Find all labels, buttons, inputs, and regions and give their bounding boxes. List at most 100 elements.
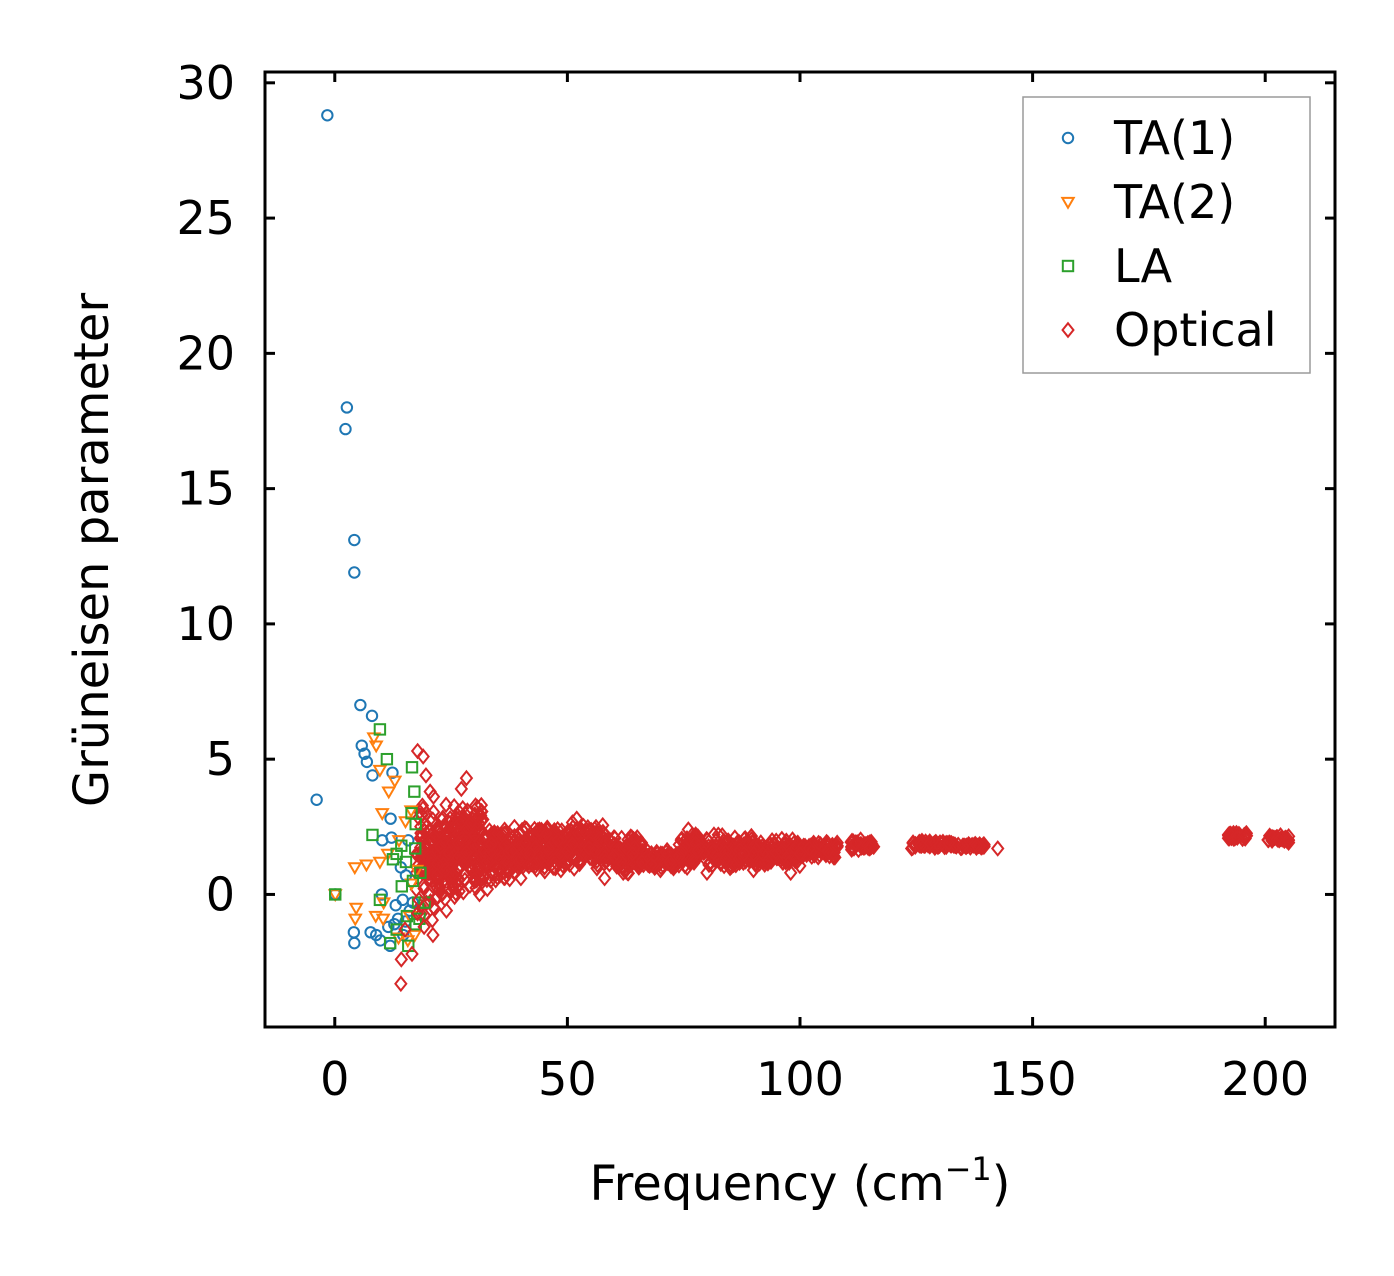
optical-point — [709, 831, 724, 849]
optical-point — [607, 848, 621, 865]
optical-point — [819, 833, 834, 851]
ta-1-point — [385, 831, 398, 844]
optical-point — [480, 880, 495, 898]
x-tick-label: 200 — [1221, 1052, 1309, 1106]
ta-1-point — [354, 698, 367, 712]
optical-point — [672, 848, 686, 865]
optical-point — [674, 844, 688, 861]
x-tick-label: 100 — [756, 1052, 844, 1106]
optical-point — [771, 846, 786, 864]
optical-point — [467, 826, 482, 844]
legend-marker — [1061, 131, 1075, 145]
optical-point — [537, 858, 552, 876]
optical-point — [425, 911, 440, 929]
ta-2-point — [381, 786, 397, 800]
axis-ticks: 0 50 100 150 200 0 5 10 15 20 25 30 — [176, 56, 1335, 1106]
optical-point — [700, 864, 714, 882]
optical-point — [474, 796, 489, 814]
y-tick-label: 15 — [176, 462, 235, 516]
y-tick-label: 20 — [176, 326, 235, 380]
optical-point — [1281, 831, 1296, 849]
y-tick-label: 25 — [176, 191, 235, 245]
ta-1-point — [389, 899, 402, 912]
ta-2-point — [368, 740, 384, 754]
optical-point — [551, 831, 565, 849]
optical-point — [782, 835, 796, 853]
optical-point — [432, 822, 447, 840]
optical-point — [635, 853, 649, 871]
optical-point — [439, 796, 453, 814]
la-point — [399, 855, 413, 869]
optical-point — [956, 837, 970, 855]
optical-point — [419, 767, 433, 784]
x-axis-label-main: Frequency (cm — [589, 1156, 944, 1212]
la-point — [395, 880, 408, 893]
optical-point — [737, 845, 751, 863]
legend-entries: TA(1) TA(2) LA Optical — [1060, 111, 1276, 357]
optical-point — [849, 834, 863, 852]
ta-2-point — [409, 864, 425, 878]
ta-1-point — [386, 766, 399, 779]
optical-point — [416, 877, 431, 894]
ta-2-point — [403, 805, 419, 819]
x-axis-label: Frequency (cm−1) — [589, 1150, 1010, 1212]
ta-1-point — [360, 755, 374, 769]
optical-point — [616, 864, 630, 882]
legend-label: Optical — [1114, 303, 1276, 357]
optical-point — [598, 853, 613, 870]
optical-point — [731, 833, 745, 851]
optical-point — [942, 834, 956, 852]
optical-point — [575, 836, 589, 853]
optical-point — [620, 864, 635, 882]
ta-2-point — [347, 862, 363, 876]
optical-point — [501, 844, 516, 861]
ta-2-point — [358, 859, 374, 873]
optical-point — [522, 857, 536, 875]
optical-point — [768, 843, 783, 861]
optical-point — [662, 853, 677, 871]
optical-point — [480, 854, 494, 871]
legend: TA(1) TA(2) LA Optical — [1022, 96, 1311, 374]
optical-point — [729, 856, 743, 874]
la-point — [395, 839, 408, 852]
ta-1-point — [384, 812, 397, 825]
legend-marker — [1061, 321, 1075, 339]
la-point — [408, 785, 421, 798]
la-point — [405, 761, 419, 774]
optical-point — [570, 849, 584, 867]
optical-point — [706, 843, 720, 861]
optical-point — [430, 855, 445, 873]
optical-point — [459, 843, 474, 861]
la-point — [409, 842, 422, 855]
optical-point — [765, 831, 779, 849]
optical-point — [446, 877, 461, 895]
optical-point — [451, 849, 465, 867]
optical-point — [970, 837, 984, 855]
optical-point — [394, 975, 408, 993]
optical-point — [793, 857, 807, 875]
optical-point — [690, 842, 705, 860]
optical-point — [525, 837, 539, 854]
x-tick-label: 50 — [538, 1052, 597, 1106]
optical-point — [923, 834, 938, 852]
optical-point — [579, 823, 593, 841]
la-point — [409, 817, 422, 831]
optical-point — [504, 842, 519, 860]
optical-point — [612, 847, 626, 865]
la-point — [400, 909, 414, 923]
ta-2-point — [376, 897, 392, 911]
optical-point — [774, 842, 789, 860]
optical-point — [523, 845, 537, 863]
x-axis-label-exponent: −1 — [945, 1150, 992, 1188]
optical-point — [454, 780, 469, 798]
optical-point — [863, 837, 877, 855]
optical-point — [866, 838, 881, 856]
optical-point — [569, 810, 584, 828]
x-tick-label: 150 — [989, 1052, 1077, 1106]
optical-point — [830, 837, 844, 855]
optical-point — [923, 836, 938, 854]
optical-point — [426, 788, 441, 805]
optical-point — [518, 835, 532, 852]
optical-point — [416, 748, 430, 765]
